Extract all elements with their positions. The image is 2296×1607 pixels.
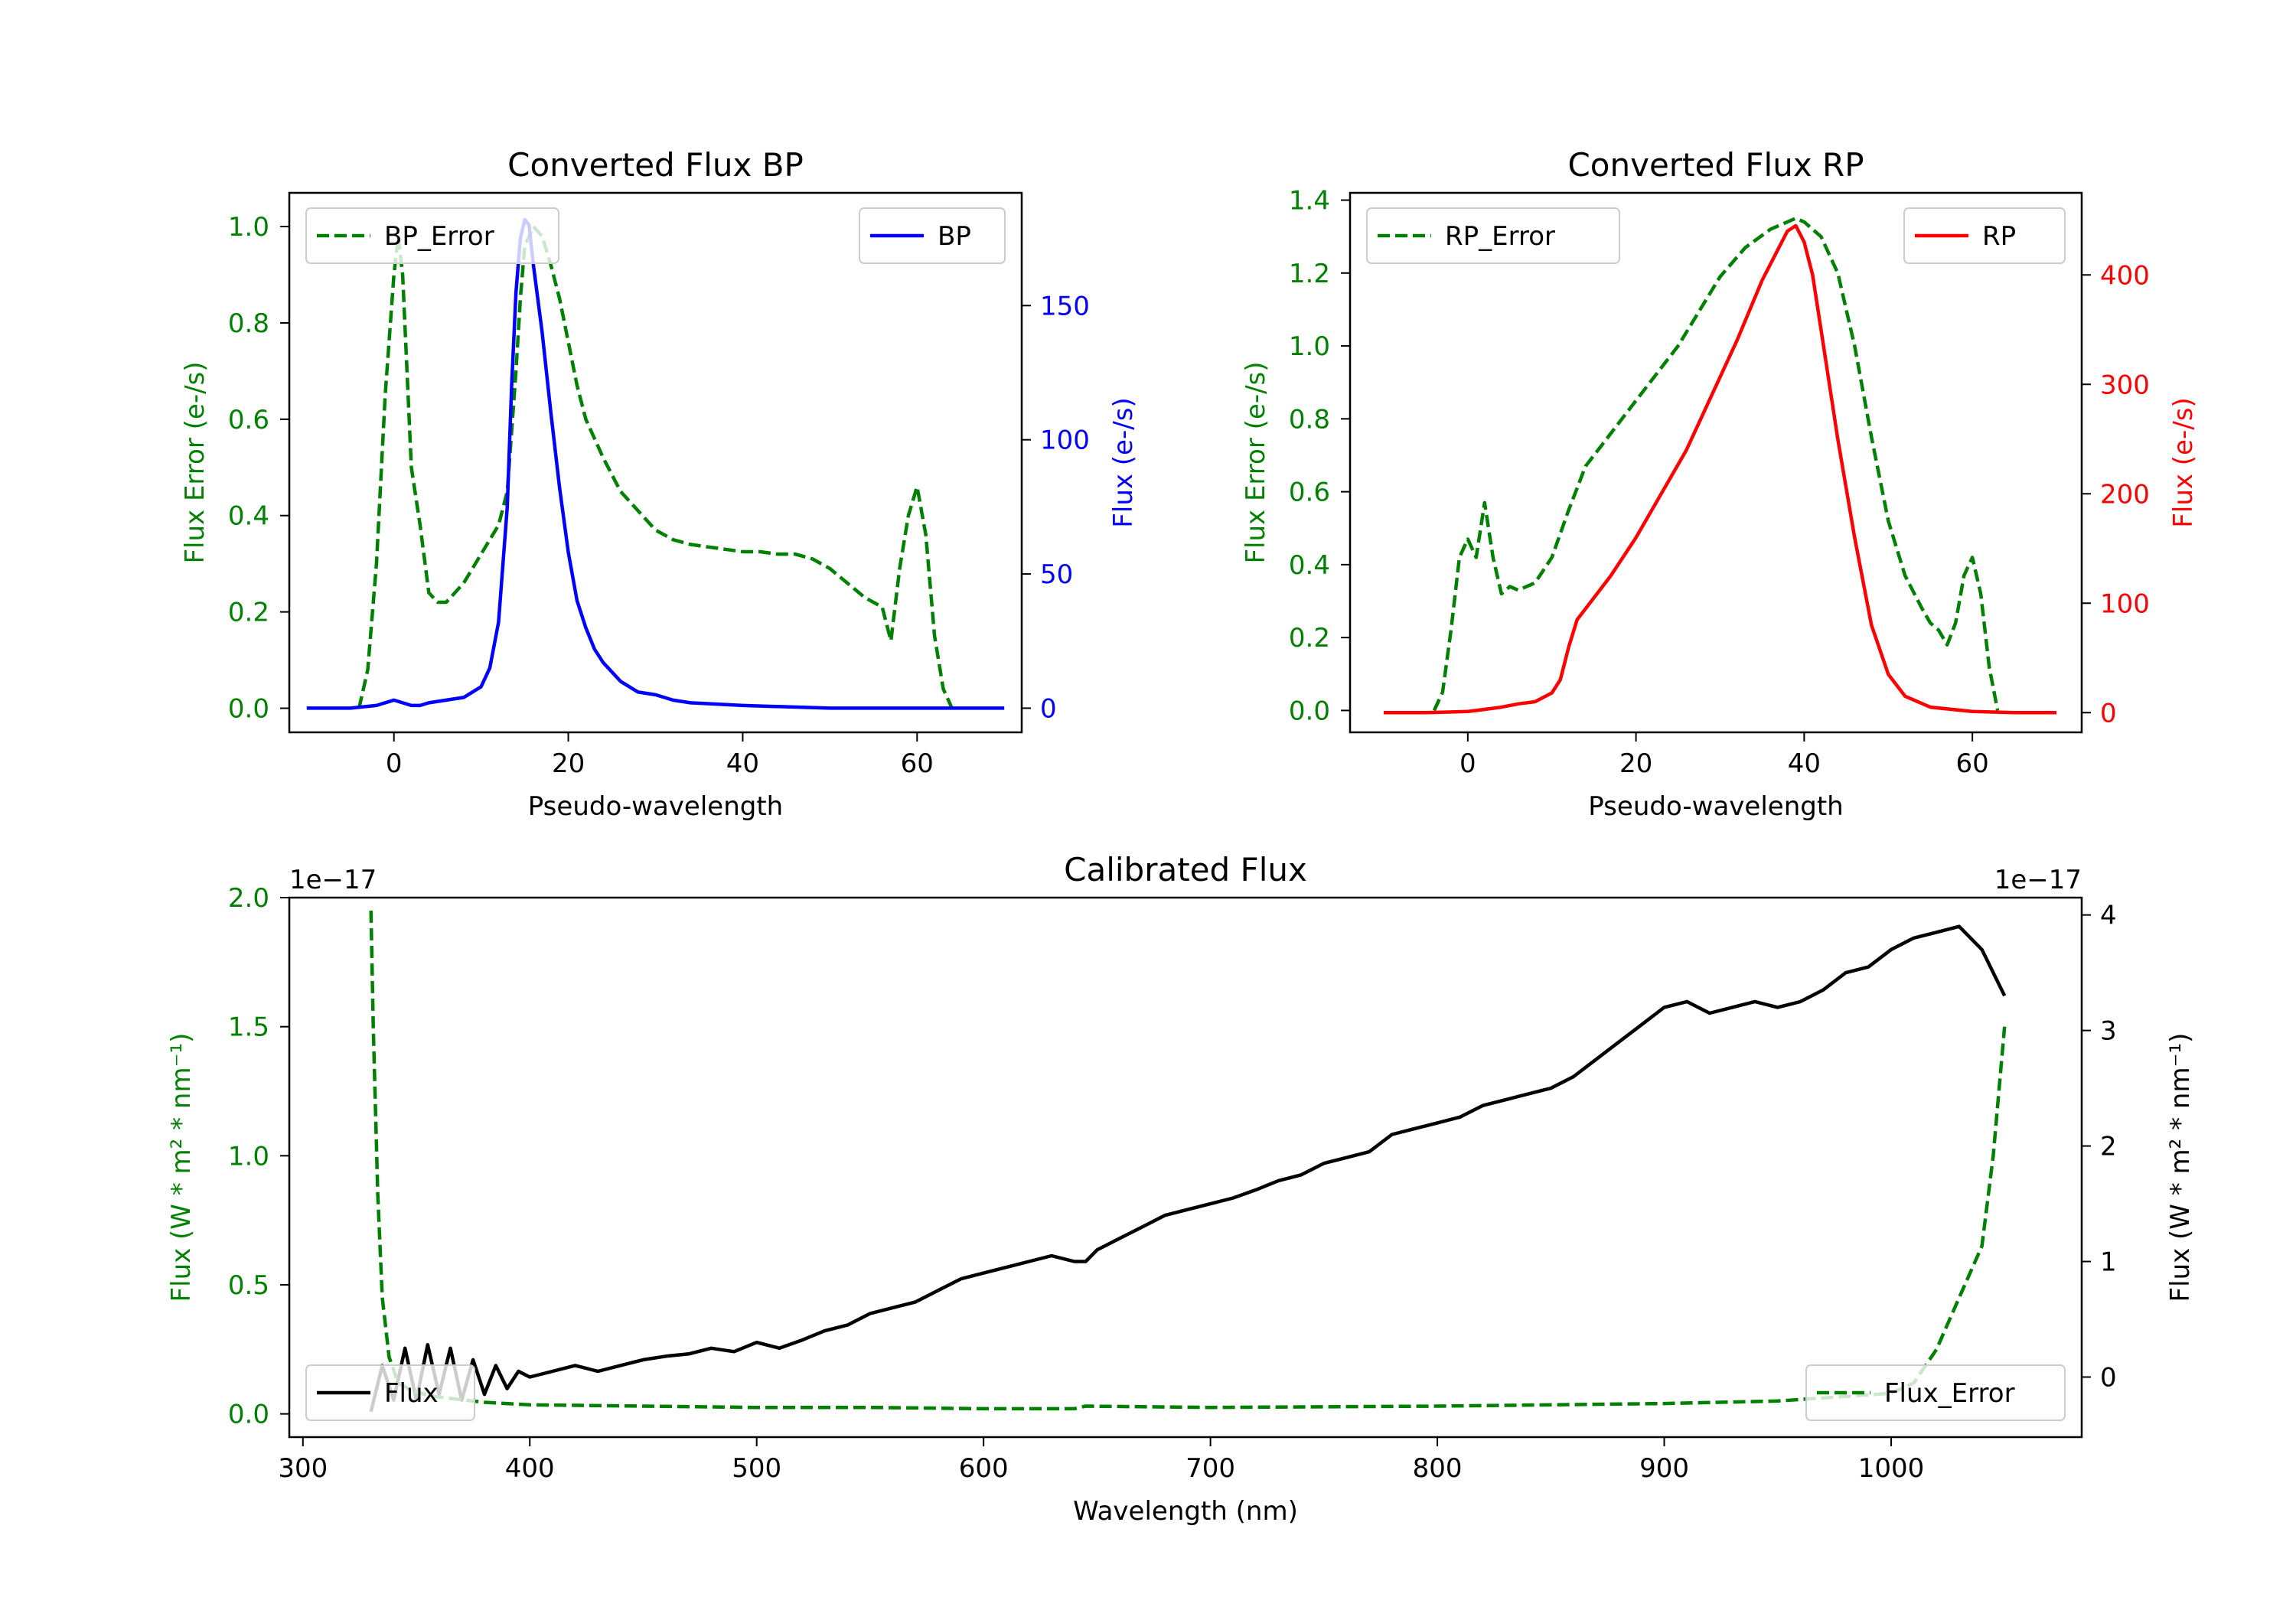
bp-x-tick-label: 0 — [386, 748, 403, 779]
bp-series-bp-error — [357, 224, 954, 709]
rp-series-rp-error — [1432, 217, 2000, 712]
calibrated-series-flux — [369, 924, 2007, 1413]
rp-chart-title: Converted Flux RP — [1567, 146, 1864, 184]
calibrated-legend-box-left — [305, 1364, 475, 1421]
calibrated-y-right-tick-label: 0 — [2100, 1362, 2117, 1393]
rp-legend-label-right: RP — [1982, 221, 2016, 252]
rp-panel: Converted Flux RP 0 20 40 60 Pseudo-wavelengt… — [1241, 146, 2199, 822]
bp-x-tick-label: 60 — [901, 748, 934, 779]
calibrated-y-right-tick-label: 4 — [2100, 901, 2117, 931]
rp-x-axis-label: Pseudo-wavelength — [1588, 791, 1843, 822]
rp-series-rp — [1384, 223, 2056, 715]
rp-y-left-tick-label: 0.6 — [1289, 478, 1330, 508]
rp-x-tick-label: 20 — [1619, 748, 1652, 779]
rp-y-left-tick-label: 0.0 — [1289, 696, 1330, 726]
calibrated-x-tick-label: 300 — [278, 1453, 328, 1484]
rp-y-right-tick-label: 400 — [2100, 260, 2150, 291]
bp-y-right-axis-label: Flux (e-/s) — [1108, 397, 1139, 527]
rp-y-right-tick-label: 100 — [2100, 588, 2150, 619]
rp-y-right-tick-label: 0 — [2100, 698, 2117, 729]
rp-legend-box-right — [1903, 207, 2066, 264]
rp-y-left-axis-label: Flux Error (e-/s) — [1241, 361, 1271, 563]
rp-x-tick-label: 40 — [1788, 748, 1821, 779]
bp-x-tick-label: 40 — [726, 748, 759, 779]
bp-y-right-tick-label: 100 — [1040, 425, 1090, 456]
rp-y-left-tick-label: 1.0 — [1289, 331, 1330, 362]
bp-y-left-tick-label: 0.6 — [228, 405, 269, 435]
calibrated-y-left-tick-label: 0.0 — [228, 1400, 269, 1430]
calibrated-x-tick-label: 800 — [1413, 1453, 1463, 1484]
calibrated-chart-title: Calibrated Flux — [1064, 851, 1307, 888]
bp-y-left-tick-label: 1.0 — [228, 212, 269, 243]
rp-legend-box-left — [1366, 207, 1620, 264]
rp-y-right-tick-label: 300 — [2100, 370, 2150, 400]
bp-y-left-tick-label: 0.2 — [228, 598, 269, 628]
rp-y-left-tick-label: 1.2 — [1289, 259, 1330, 289]
calibrated-x-tick-label: 500 — [732, 1453, 781, 1484]
calibrated-y-right-offset-label: 1e−17 — [1994, 865, 2082, 895]
rp-y-left-tick-label: 0.4 — [1289, 550, 1330, 581]
bp-x-axis-label: Pseudo-wavelength — [528, 791, 783, 822]
bp-legend-box-left — [305, 207, 559, 264]
calibrated-x-axis-label: Wavelength (nm) — [1073, 1496, 1298, 1527]
calibrated-legend-box-right — [1805, 1364, 2066, 1421]
rp-x-tick-label: 0 — [1459, 748, 1476, 779]
bp-legend-label-right: BP — [938, 221, 971, 252]
calibrated-y-left-tick-label: 1.5 — [228, 1012, 269, 1043]
bp-y-right-tick-label: 50 — [1040, 559, 1073, 590]
bp-panel: Converted Flux BP 0 20 40 60 Pseudo-wavelengt… — [180, 146, 1139, 822]
bp-y-left-tick-label: 0.8 — [228, 308, 269, 339]
calibrated-x-tick-label: 700 — [1186, 1453, 1235, 1484]
bp-y-right-tick-label: 0 — [1040, 693, 1057, 724]
calibrated-y-left-tick-label: 1.0 — [228, 1141, 269, 1172]
calibrated-legend-label-left: Flux — [384, 1378, 439, 1409]
calibrated-y-right-tick-label: 1 — [2100, 1247, 2117, 1278]
bp-chart-title: Converted Flux BP — [507, 146, 804, 184]
rp-x-tick-label: 60 — [1956, 748, 1989, 779]
calibrated-y-left-tick-label: 0.5 — [228, 1270, 269, 1301]
calibrated-axes-frame — [288, 896, 2083, 1439]
rp-axes-frame — [1349, 191, 2083, 734]
calibrated-y-right-axis-label: Flux (W * m² * nm⁻¹) — [2165, 1033, 2196, 1302]
bp-legend-label-left: BP_Error — [384, 221, 494, 252]
rp-y-left-tick-label: 1.4 — [1289, 186, 1330, 217]
bp-legend-box-right — [859, 207, 1006, 264]
rp-legend-label-left: RP_Error — [1445, 221, 1555, 252]
rp-y-right-tick-label: 200 — [2100, 479, 2150, 510]
calibrated-legend-label-right: Flux_Error — [1884, 1378, 2015, 1409]
bp-y-left-tick-label: 0.0 — [228, 694, 269, 725]
bp-axes-frame — [288, 191, 1023, 734]
calibrated-y-right-tick-label: 3 — [2100, 1016, 2117, 1047]
calibrated-x-tick-label: 600 — [959, 1453, 1009, 1484]
calibrated-y-right-tick-label: 2 — [2100, 1132, 2117, 1162]
calibrated-y-left-axis-label: Flux (W * m² * nm⁻¹) — [166, 1033, 197, 1302]
calibrated-x-tick-label: 900 — [1639, 1453, 1689, 1484]
rp-y-right-axis-label: Flux (e-/s) — [2168, 397, 2199, 527]
calibrated-x-tick-label: 400 — [505, 1453, 555, 1484]
calibrated-panel: Calibrated Flux 300 400 500 600 700 800 900 1000… — [166, 851, 2196, 1527]
calibrated-x-tick-label: 1000 — [1858, 1453, 1925, 1484]
rp-y-left-tick-label: 0.2 — [1289, 623, 1330, 654]
calibrated-y-left-tick-label: 2.0 — [228, 883, 269, 914]
bp-y-left-axis-label: Flux Error (e-/s) — [180, 361, 210, 563]
bp-x-tick-label: 20 — [552, 748, 585, 779]
bp-y-right-tick-label: 150 — [1040, 291, 1090, 321]
bp-y-left-tick-label: 0.4 — [228, 501, 269, 532]
calibrated-y-left-offset-label: 1e−17 — [289, 865, 377, 895]
rp-y-left-tick-label: 0.8 — [1289, 404, 1330, 435]
